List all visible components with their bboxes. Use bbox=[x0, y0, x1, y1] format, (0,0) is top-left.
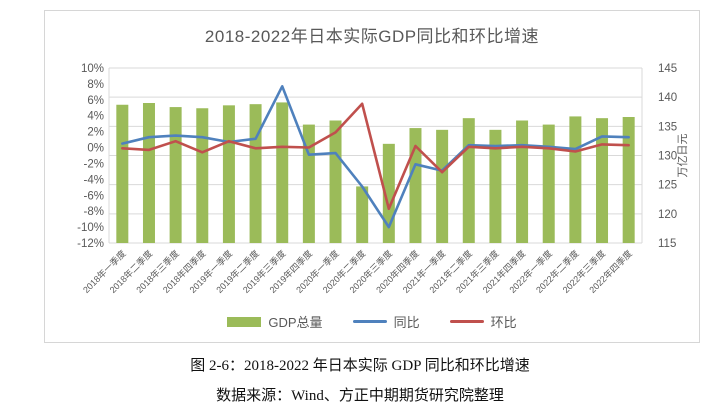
svg-text:6%: 6% bbox=[87, 95, 104, 107]
svg-text:0%: 0% bbox=[87, 143, 104, 155]
x-axis-labels: 2018年一季度2018年二季度2018年三季度2018年四季度2019年一季度… bbox=[80, 248, 634, 295]
svg-text:-2%: -2% bbox=[84, 158, 104, 170]
legend-item-gdp-total: GDP总量 bbox=[227, 312, 323, 331]
svg-text:135: 135 bbox=[658, 121, 677, 133]
gdp-total-bars bbox=[116, 102, 635, 244]
figure-caption: 图 2-6：2018-2022 年日本实际 GDP 同比和环比增速 数据来源：W… bbox=[0, 354, 720, 405]
svg-text:4%: 4% bbox=[87, 111, 104, 123]
svg-text:-10%: -10% bbox=[77, 222, 104, 234]
svg-text:-6%: -6% bbox=[84, 190, 104, 202]
chart-title: 2018-2022年日本实际GDP同比和环比增速 bbox=[204, 27, 540, 46]
chart-legend: GDP总量 同比 环比 bbox=[45, 312, 699, 331]
svg-text:130: 130 bbox=[658, 151, 677, 163]
yoy-line-swatch-icon bbox=[352, 320, 387, 323]
legend-label-yoy: 同比 bbox=[393, 315, 420, 330]
figure-caption-source: 数据来源：Wind、方正中期期货研究院整理 bbox=[216, 388, 504, 404]
svg-text:-4%: -4% bbox=[84, 174, 104, 186]
right-axis-title: 万亿日元 bbox=[676, 134, 689, 178]
legend-label-gdp-total: GDP总量 bbox=[268, 315, 323, 330]
gdp-chart-plot-area: 10%8%6%4%2%0%-2%-4%-6%-8%-10%-12%1451401… bbox=[77, 63, 689, 295]
legend-label-qoq: 环比 bbox=[490, 315, 517, 330]
left-axis-tick-labels: 10% 8% 6% 4% 2% 0% -2% -4% -6% -8% -10% -12% bbox=[77, 63, 104, 250]
svg-text:145: 145 bbox=[658, 63, 677, 75]
svg-text:140: 140 bbox=[658, 92, 677, 104]
svg-text:-8%: -8% bbox=[84, 206, 104, 218]
qoq-line bbox=[121, 102, 630, 211]
svg-text:-12%: -12% bbox=[77, 238, 104, 250]
legend-item-yoy: 同比 bbox=[352, 312, 420, 331]
gdp-chart-frame: 2018-2022年日本实际GDP同比和环比增速 10% 8% 6% 4% 2% 0% -2… bbox=[44, 10, 700, 343]
svg-text:125: 125 bbox=[658, 180, 677, 192]
right-axis-tick-labels: 145 140 135 130 125 120 115 bbox=[658, 63, 677, 250]
svg-text:8%: 8% bbox=[87, 79, 104, 91]
figure-caption-title: 图 2-6：2018-2022 年日本实际 GDP 同比和环比增速 bbox=[190, 358, 530, 374]
svg-text:120: 120 bbox=[658, 209, 677, 221]
svg-text:115: 115 bbox=[658, 238, 676, 250]
yoy-line bbox=[121, 85, 630, 229]
legend-item-qoq: 环比 bbox=[449, 312, 517, 331]
svg-text:10%: 10% bbox=[81, 63, 104, 75]
svg-text:2%: 2% bbox=[87, 127, 104, 139]
qoq-line-swatch-icon bbox=[449, 320, 484, 323]
gdp-bar-swatch-icon bbox=[227, 316, 262, 327]
